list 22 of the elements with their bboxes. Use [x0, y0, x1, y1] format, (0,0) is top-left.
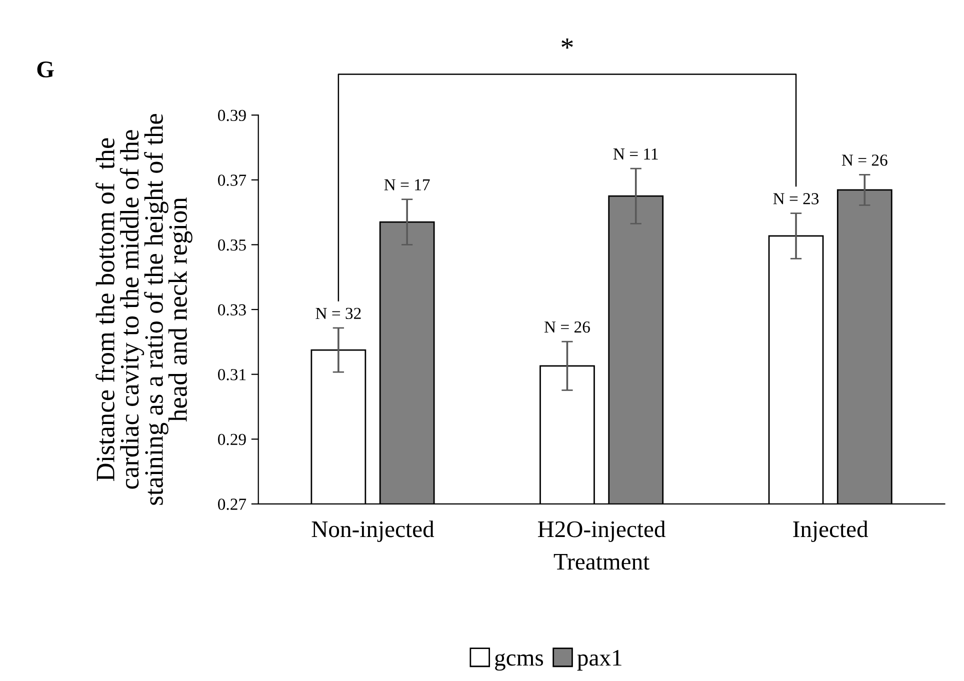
annotation: N = 11	[613, 148, 658, 160]
legend-label: gcms	[495, 653, 544, 671]
text: G	[37, 62, 54, 78]
annotation: N = 23	[773, 193, 819, 204]
y-tick-label: 0.35	[218, 239, 246, 251]
y-tick-label: 0.39	[218, 110, 246, 122]
x-tick-label: Non-injected	[312, 520, 434, 542]
y-tick-label: 0.33	[218, 304, 246, 316]
text: *	[562, 38, 573, 49]
annotation: N = 17	[384, 179, 430, 190]
y-tick-label: 0.27	[218, 498, 246, 510]
x-tick-label: Injected	[793, 520, 868, 542]
y-axis-title: Distance from the bottom of the cardiac cavity to the middle of the staining as a ratio of the height of the head and neck region	[96, 114, 192, 505]
y-tick-label: 0.29	[218, 434, 246, 446]
annotation: N = 26	[544, 321, 590, 333]
x-axis-title: Treatment	[554, 554, 650, 570]
x-tick-label: H2O-injected	[538, 520, 666, 542]
annotation: N = 26	[842, 154, 888, 166]
y-tick-label: 0.31	[218, 369, 246, 380]
y-tick-label: 0.37	[218, 174, 246, 186]
annotation: N = 32	[316, 308, 361, 320]
legend-label: pax1	[577, 650, 622, 671]
